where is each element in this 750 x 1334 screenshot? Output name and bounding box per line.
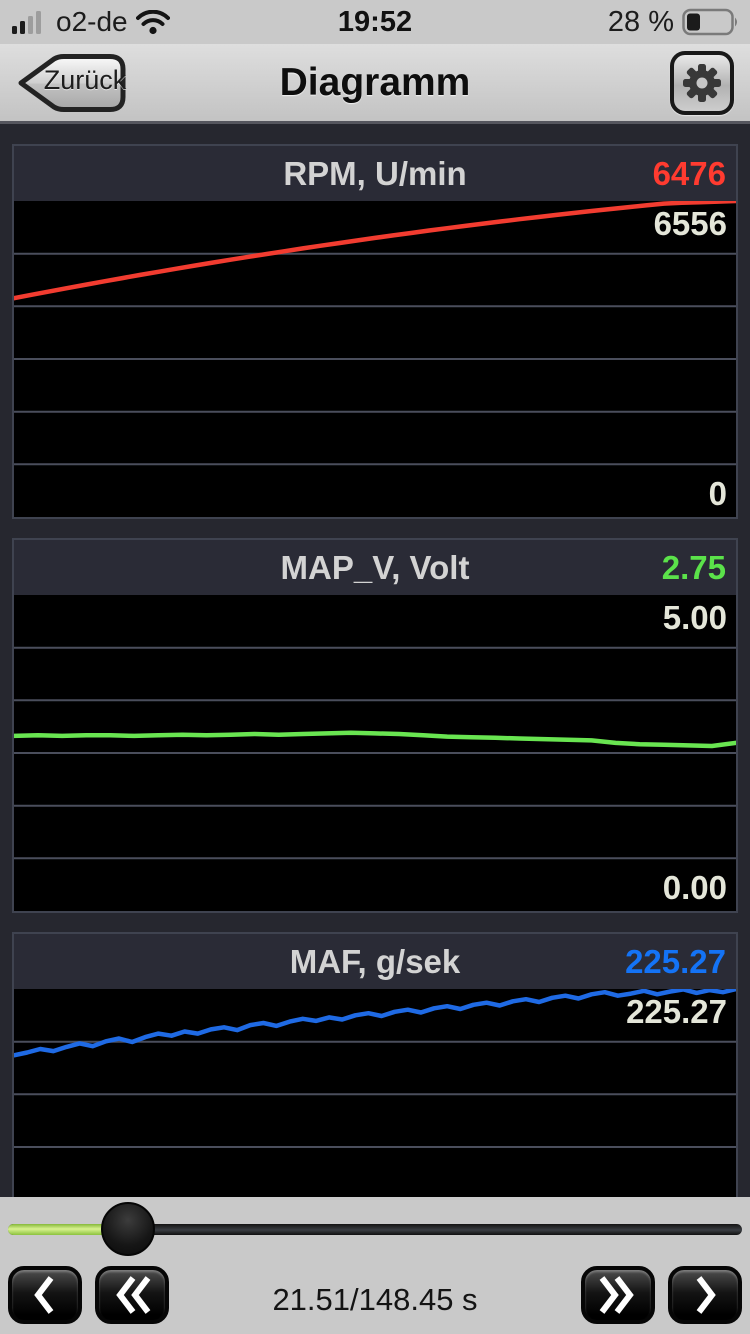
playback-time-label: 21.51/148.45 s bbox=[272, 1282, 478, 1317]
chart-header-map: MAP_V, Volt 2.75 bbox=[14, 540, 736, 595]
y-min-label-rpm: 0 bbox=[708, 475, 727, 512]
settings-button[interactable] bbox=[670, 50, 734, 115]
rpm-line-chart bbox=[14, 201, 736, 466]
battery-percent-label: 28 % bbox=[607, 5, 674, 38]
y-max-label-maf: 225.27 bbox=[626, 993, 727, 1030]
carrier-label: o2-de bbox=[56, 6, 128, 37]
chart-panel-maf: MAF, g/sek 225.27 225.27 bbox=[12, 932, 738, 1201]
chart-current-value-maf: 225.27 bbox=[625, 942, 726, 980]
battery-icon bbox=[682, 8, 737, 36]
back-button-label: Zurück bbox=[43, 65, 127, 95]
back-button-shape bbox=[18, 53, 126, 112]
fast-rewind-button[interactable] bbox=[95, 1266, 169, 1324]
y-max-label-map: 5.00 bbox=[662, 599, 727, 636]
clock: 19:52 bbox=[337, 5, 413, 38]
timeline-slider bbox=[0, 1197, 750, 1262]
chart-plot-rpm[interactable]: 6556 0 bbox=[14, 201, 736, 517]
y-min-label-map: 0.00 bbox=[662, 869, 727, 906]
slider-track[interactable] bbox=[8, 1224, 742, 1235]
map-line-chart bbox=[14, 646, 736, 860]
cellular-signal-icon bbox=[12, 11, 41, 34]
chart-current-value-map: 2.75 bbox=[661, 548, 726, 586]
nav-bar: Zurück Diagramm bbox=[0, 44, 750, 124]
step-forward-button[interactable] bbox=[668, 1266, 742, 1324]
fast-forward-button[interactable] bbox=[581, 1266, 655, 1324]
chart-header-rpm: RPM, U/min 6476 bbox=[14, 146, 736, 201]
slider-fill bbox=[8, 1224, 128, 1235]
double-chevron-left-icon bbox=[116, 1276, 151, 1314]
status-bar: o2-de 19:52 28 % bbox=[0, 0, 750, 44]
chart-plot-map[interactable]: 5.00 0.00 bbox=[14, 595, 736, 911]
back-button[interactable]: Zurück bbox=[16, 53, 130, 113]
chart-title-maf: MAF, g/sek bbox=[289, 942, 461, 980]
chart-header-maf: MAF, g/sek 225.27 bbox=[14, 934, 736, 989]
y-max-label-rpm: 6556 bbox=[653, 205, 727, 242]
chevron-right-icon bbox=[696, 1276, 716, 1314]
chart-title-map: MAP_V, Volt bbox=[280, 548, 470, 586]
wifi-icon bbox=[135, 9, 170, 34]
slider-thumb[interactable] bbox=[100, 1202, 155, 1256]
chevron-left-icon bbox=[34, 1276, 54, 1314]
chart-plot-maf[interactable]: 225.27 bbox=[14, 989, 736, 1201]
playback-toolbar: 21.51/148.45 s bbox=[0, 1262, 750, 1334]
step-back-button[interactable] bbox=[8, 1266, 82, 1324]
double-chevron-right-icon bbox=[599, 1276, 634, 1314]
chart-title-rpm: RPM, U/min bbox=[283, 154, 467, 192]
chart-current-value-rpm: 6476 bbox=[652, 154, 726, 192]
chart-panel-rpm: RPM, U/min 6476 6556 0 bbox=[12, 144, 738, 519]
chart-panel-map: MAP_V, Volt 2.75 5.00 0.00 bbox=[12, 538, 738, 913]
gear-icon bbox=[683, 63, 721, 102]
chart-list: RPM, U/min 6476 6556 0 MAP_V, Volt 2.75 … bbox=[0, 124, 750, 1201]
